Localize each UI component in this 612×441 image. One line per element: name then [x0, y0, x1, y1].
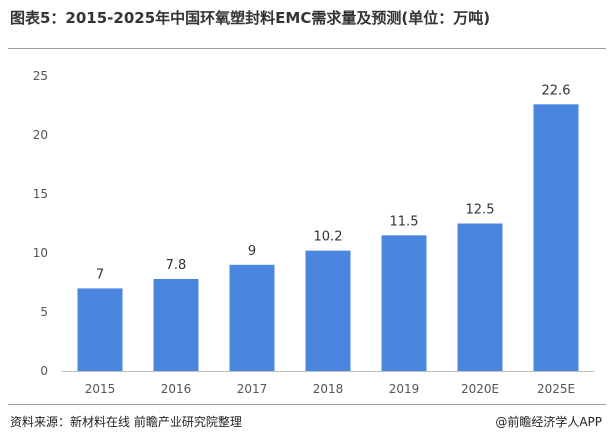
footer: 资料来源：新材料在线 前瞻产业研究院整理 @前瞻经济学人APP	[10, 413, 602, 433]
y-tick-label: 5	[40, 305, 48, 319]
y-tick-label: 10	[33, 246, 48, 260]
bar-value-label: 10.2	[314, 230, 343, 245]
x-tick-label: 2020E	[461, 382, 499, 396]
x-tick-label: 2017	[237, 382, 268, 396]
x-tick-label: 2019	[389, 382, 420, 396]
bar-value-label: 12.5	[466, 203, 495, 218]
bar-value-label: 9	[248, 244, 256, 259]
bar	[533, 104, 579, 371]
x-axis: 2015 2016 2017 2018 2019 2020E 2025E	[62, 371, 594, 396]
bar	[153, 278, 199, 371]
bar	[381, 235, 427, 371]
brand-watermark: @前瞻经济学人APP	[495, 415, 602, 429]
bar	[457, 223, 503, 371]
bar-value-label: 7.8	[166, 258, 187, 273]
bar	[77, 288, 123, 371]
y-tick-label: 15	[33, 187, 48, 201]
title-divider	[8, 48, 606, 49]
bars: 7 7.8 9 10.2 11.5 12.5 22.6	[77, 83, 579, 371]
bar	[229, 264, 275, 371]
y-tick-label: 20	[33, 128, 48, 142]
y-tick-label: 0	[40, 364, 48, 378]
x-tick-label: 2016	[161, 382, 192, 396]
footer-divider	[8, 404, 606, 405]
y-tick-label: 25	[33, 69, 48, 83]
source-note: 资料来源：新材料在线 前瞻产业研究院整理	[10, 415, 242, 429]
bar-value-label: 22.6	[542, 83, 571, 98]
x-tick-label: 2015	[85, 382, 116, 396]
x-tick-label: 2018	[313, 382, 344, 396]
chart-title: 图表5：2015-2025年中国环氧塑封料EMC需求量及预测(单位：万吨)	[10, 9, 491, 27]
y-axis: 0 5 10 15 20 25	[33, 69, 48, 378]
bar	[305, 250, 351, 371]
bar-value-label: 11.5	[390, 214, 419, 229]
x-tick-label: 2025E	[537, 382, 575, 396]
bar-value-label: 7	[96, 267, 104, 282]
